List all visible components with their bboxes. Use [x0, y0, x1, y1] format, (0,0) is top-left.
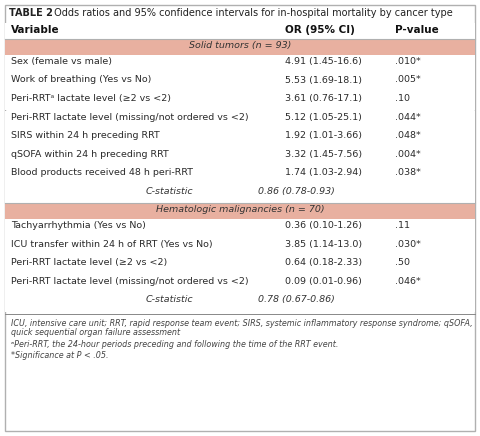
Text: 1.74 (1.03-2.94): 1.74 (1.03-2.94): [285, 168, 361, 177]
Text: .046*: .046*: [395, 276, 421, 286]
Text: .10: .10: [395, 94, 410, 103]
Bar: [5, 203, 475, 219]
Text: 0.64 (0.18-2.33): 0.64 (0.18-2.33): [285, 258, 362, 267]
Text: Variable: Variable: [11, 25, 59, 35]
Text: Peri-RRT lactate level (missing/not ordered vs <2): Peri-RRT lactate level (missing/not orde…: [11, 112, 248, 122]
Bar: [5, 39, 475, 55]
Text: SIRS within 24 h preceding RRT: SIRS within 24 h preceding RRT: [11, 131, 159, 140]
Text: .50: .50: [395, 258, 410, 267]
Text: .004*: .004*: [395, 150, 421, 159]
Text: *Significance at P < .05.: *Significance at P < .05.: [11, 351, 108, 360]
Bar: [5, 92, 475, 110]
Text: ICU transfer within 24 h of RRT (Yes vs No): ICU transfer within 24 h of RRT (Yes vs …: [11, 239, 212, 249]
Text: .030*: .030*: [395, 239, 421, 249]
Text: Peri-RRTᵃ lactate level (≥2 vs <2): Peri-RRTᵃ lactate level (≥2 vs <2): [11, 94, 171, 103]
Text: 3.32 (1.45-7.56): 3.32 (1.45-7.56): [285, 150, 362, 159]
Bar: [5, 238, 475, 256]
Text: Blood products received 48 h peri-RRT: Blood products received 48 h peri-RRT: [11, 168, 192, 177]
Text: 0.78 (0.67-0.86): 0.78 (0.67-0.86): [258, 295, 335, 304]
Text: Sex (female vs male): Sex (female vs male): [11, 57, 112, 66]
Text: Solid tumors (n = 93): Solid tumors (n = 93): [189, 41, 291, 50]
Text: TABLE 2: TABLE 2: [9, 8, 53, 18]
Text: qSOFA within 24 h preceding RRT: qSOFA within 24 h preceding RRT: [11, 150, 168, 159]
Text: 5.53 (1.69-18.1): 5.53 (1.69-18.1): [285, 75, 361, 85]
Text: 4.91 (1.45-16.6): 4.91 (1.45-16.6): [285, 57, 361, 66]
Text: Peri-RRT lactate level (≥2 vs <2): Peri-RRT lactate level (≥2 vs <2): [11, 258, 167, 267]
Bar: [5, 55, 475, 74]
Text: C-statistic: C-statistic: [146, 187, 193, 195]
Bar: [5, 166, 475, 184]
Text: ICU, intensive care unit; RRT, rapid response team event; SIRS, systemic inflamm: ICU, intensive care unit; RRT, rapid res…: [11, 319, 472, 327]
Text: 3.61 (0.76-17.1): 3.61 (0.76-17.1): [285, 94, 361, 103]
Text: 0.86 (0.78-0.93): 0.86 (0.78-0.93): [258, 187, 335, 195]
Text: quick sequential organ failure assessment: quick sequential organ failure assessmen…: [11, 328, 180, 337]
Text: Hematologic malignancies (n = 70): Hematologic malignancies (n = 70): [156, 205, 324, 214]
Text: 0.09 (0.01-0.96): 0.09 (0.01-0.96): [285, 276, 361, 286]
Bar: [5, 110, 475, 129]
Text: OR (95% CI): OR (95% CI): [285, 25, 355, 35]
Text: Odds ratios and 95% confidence intervals for in-hospital mortality by cancer typ: Odds ratios and 95% confidence intervals…: [51, 8, 453, 18]
Bar: [5, 129, 475, 147]
Bar: [5, 256, 475, 275]
Bar: [5, 147, 475, 166]
Text: .044*: .044*: [395, 112, 421, 122]
Text: 3.85 (1.14-13.0): 3.85 (1.14-13.0): [285, 239, 362, 249]
Text: Tachyarrhythmia (Yes vs No): Tachyarrhythmia (Yes vs No): [11, 221, 145, 230]
Text: .048*: .048*: [395, 131, 421, 140]
Text: .010*: .010*: [395, 57, 421, 66]
Text: Peri-RRT lactate level (missing/not ordered vs <2): Peri-RRT lactate level (missing/not orde…: [11, 276, 248, 286]
Bar: [5, 23, 475, 39]
Bar: [5, 275, 475, 293]
Text: Work of breathing (Yes vs No): Work of breathing (Yes vs No): [11, 75, 151, 85]
Text: 1.92 (1.01-3.66): 1.92 (1.01-3.66): [285, 131, 361, 140]
Bar: [5, 219, 475, 238]
Text: P-value: P-value: [395, 25, 439, 35]
Text: C-statistic: C-statistic: [146, 295, 193, 304]
Bar: [5, 293, 475, 311]
Bar: [5, 184, 475, 203]
Text: .038*: .038*: [395, 168, 421, 177]
Text: ᵃPeri-RRT, the 24-hour periods preceding and following the time of the RRT event: ᵃPeri-RRT, the 24-hour periods preceding…: [11, 340, 338, 348]
Text: 5.12 (1.05-25.1): 5.12 (1.05-25.1): [285, 112, 361, 122]
Bar: [5, 74, 475, 92]
Text: .11: .11: [395, 221, 410, 230]
Text: .005*: .005*: [395, 75, 421, 85]
Text: 0.36 (0.10-1.26): 0.36 (0.10-1.26): [285, 221, 361, 230]
